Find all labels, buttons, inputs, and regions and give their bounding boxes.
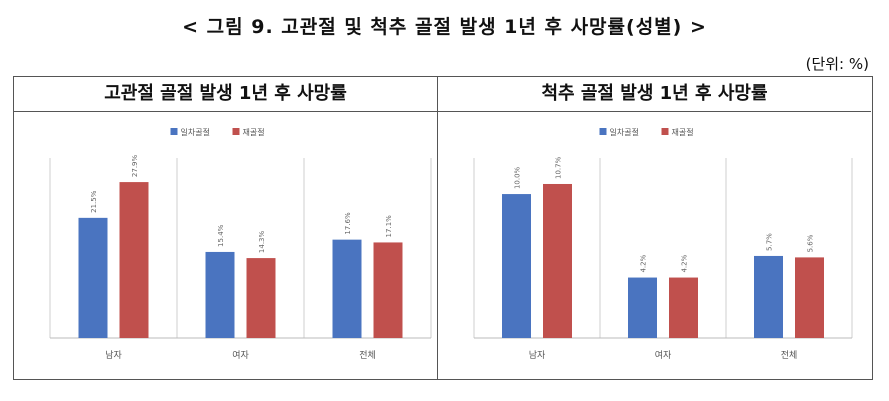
legend-label-refracture: 재골절 — [672, 128, 694, 137]
bar-total-refracture — [795, 257, 824, 338]
category-label-total: 전체 — [359, 350, 376, 361]
hip-fracture-chart: 일차골절 재골절 21.5% 27.9% 남자 15.4% 14.3% 여자 17.6% 17.1… — [49, 128, 432, 361]
data-label-female-first-fracture: 4.2% — [640, 254, 648, 272]
legend-swatch-first-fracture — [599, 128, 607, 135]
bar-total-first-fracture — [332, 239, 362, 338]
unit-label: (단위: %) — [805, 55, 869, 73]
legend-swatch-refracture — [661, 128, 669, 135]
legend-swatch-refracture — [232, 128, 240, 135]
data-label-total-first-fracture: 17.6% — [344, 212, 352, 235]
category-label-male: 남자 — [105, 350, 122, 361]
bar-total-first-fracture — [754, 255, 783, 338]
bar-female-refracture — [669, 277, 698, 338]
data-label-female-refracture: 4.2% — [681, 254, 689, 272]
figure-frame — [13, 76, 873, 380]
spine-chart-title: 척추 골절 발생 1년 후 사망률 — [438, 77, 871, 112]
data-label-male-refracture: 10.7% — [555, 156, 563, 179]
bar-male-refracture — [543, 183, 572, 338]
figure-title: < 그림 9. 고관절 및 척추 골절 발생 1년 후 사망률(성별) > — [182, 16, 707, 38]
data-label-male-first-fracture: 10.0% — [514, 166, 522, 189]
data-label-total-refracture: 5.6% — [807, 234, 815, 252]
bar-female-first-fracture — [205, 251, 235, 338]
legend-swatch-first-fracture — [170, 128, 178, 135]
panel-divider — [437, 76, 438, 380]
legend-label-refracture: 재골절 — [243, 128, 265, 137]
bar-total-refracture — [373, 242, 403, 338]
bar-male-refracture — [119, 182, 149, 338]
spine-fracture-chart: 일차골절 재골절 10.0% 10.7% 남자 4.2% 4.2% 여자 5.7% 5.6% 전체 — [473, 128, 853, 361]
data-label-female-refracture: 14.3% — [258, 231, 266, 254]
legend-label-first-fracture: 일차골절 — [181, 128, 210, 137]
bar-female-refracture — [246, 258, 276, 338]
category-label-male: 남자 — [529, 350, 546, 361]
bar-male-first-fracture — [78, 217, 108, 338]
bar-male-first-fracture — [502, 194, 531, 338]
data-label-female-first-fracture: 15.4% — [217, 224, 225, 247]
category-label-female: 여자 — [232, 349, 249, 361]
data-label-total-refracture: 17.1% — [385, 215, 393, 238]
data-label-male-refracture: 27.9% — [131, 155, 139, 178]
data-label-total-first-fracture: 5.7% — [766, 233, 774, 251]
category-label-total: 전체 — [781, 350, 798, 361]
data-label-male-first-fracture: 21.5% — [90, 190, 98, 213]
bar-female-first-fracture — [628, 277, 657, 338]
legend-label-first-fracture: 일차골절 — [610, 128, 639, 137]
hip-chart-title: 고관절 골절 발생 1년 후 사망률 — [14, 77, 437, 112]
category-label-female: 여자 — [655, 349, 672, 361]
